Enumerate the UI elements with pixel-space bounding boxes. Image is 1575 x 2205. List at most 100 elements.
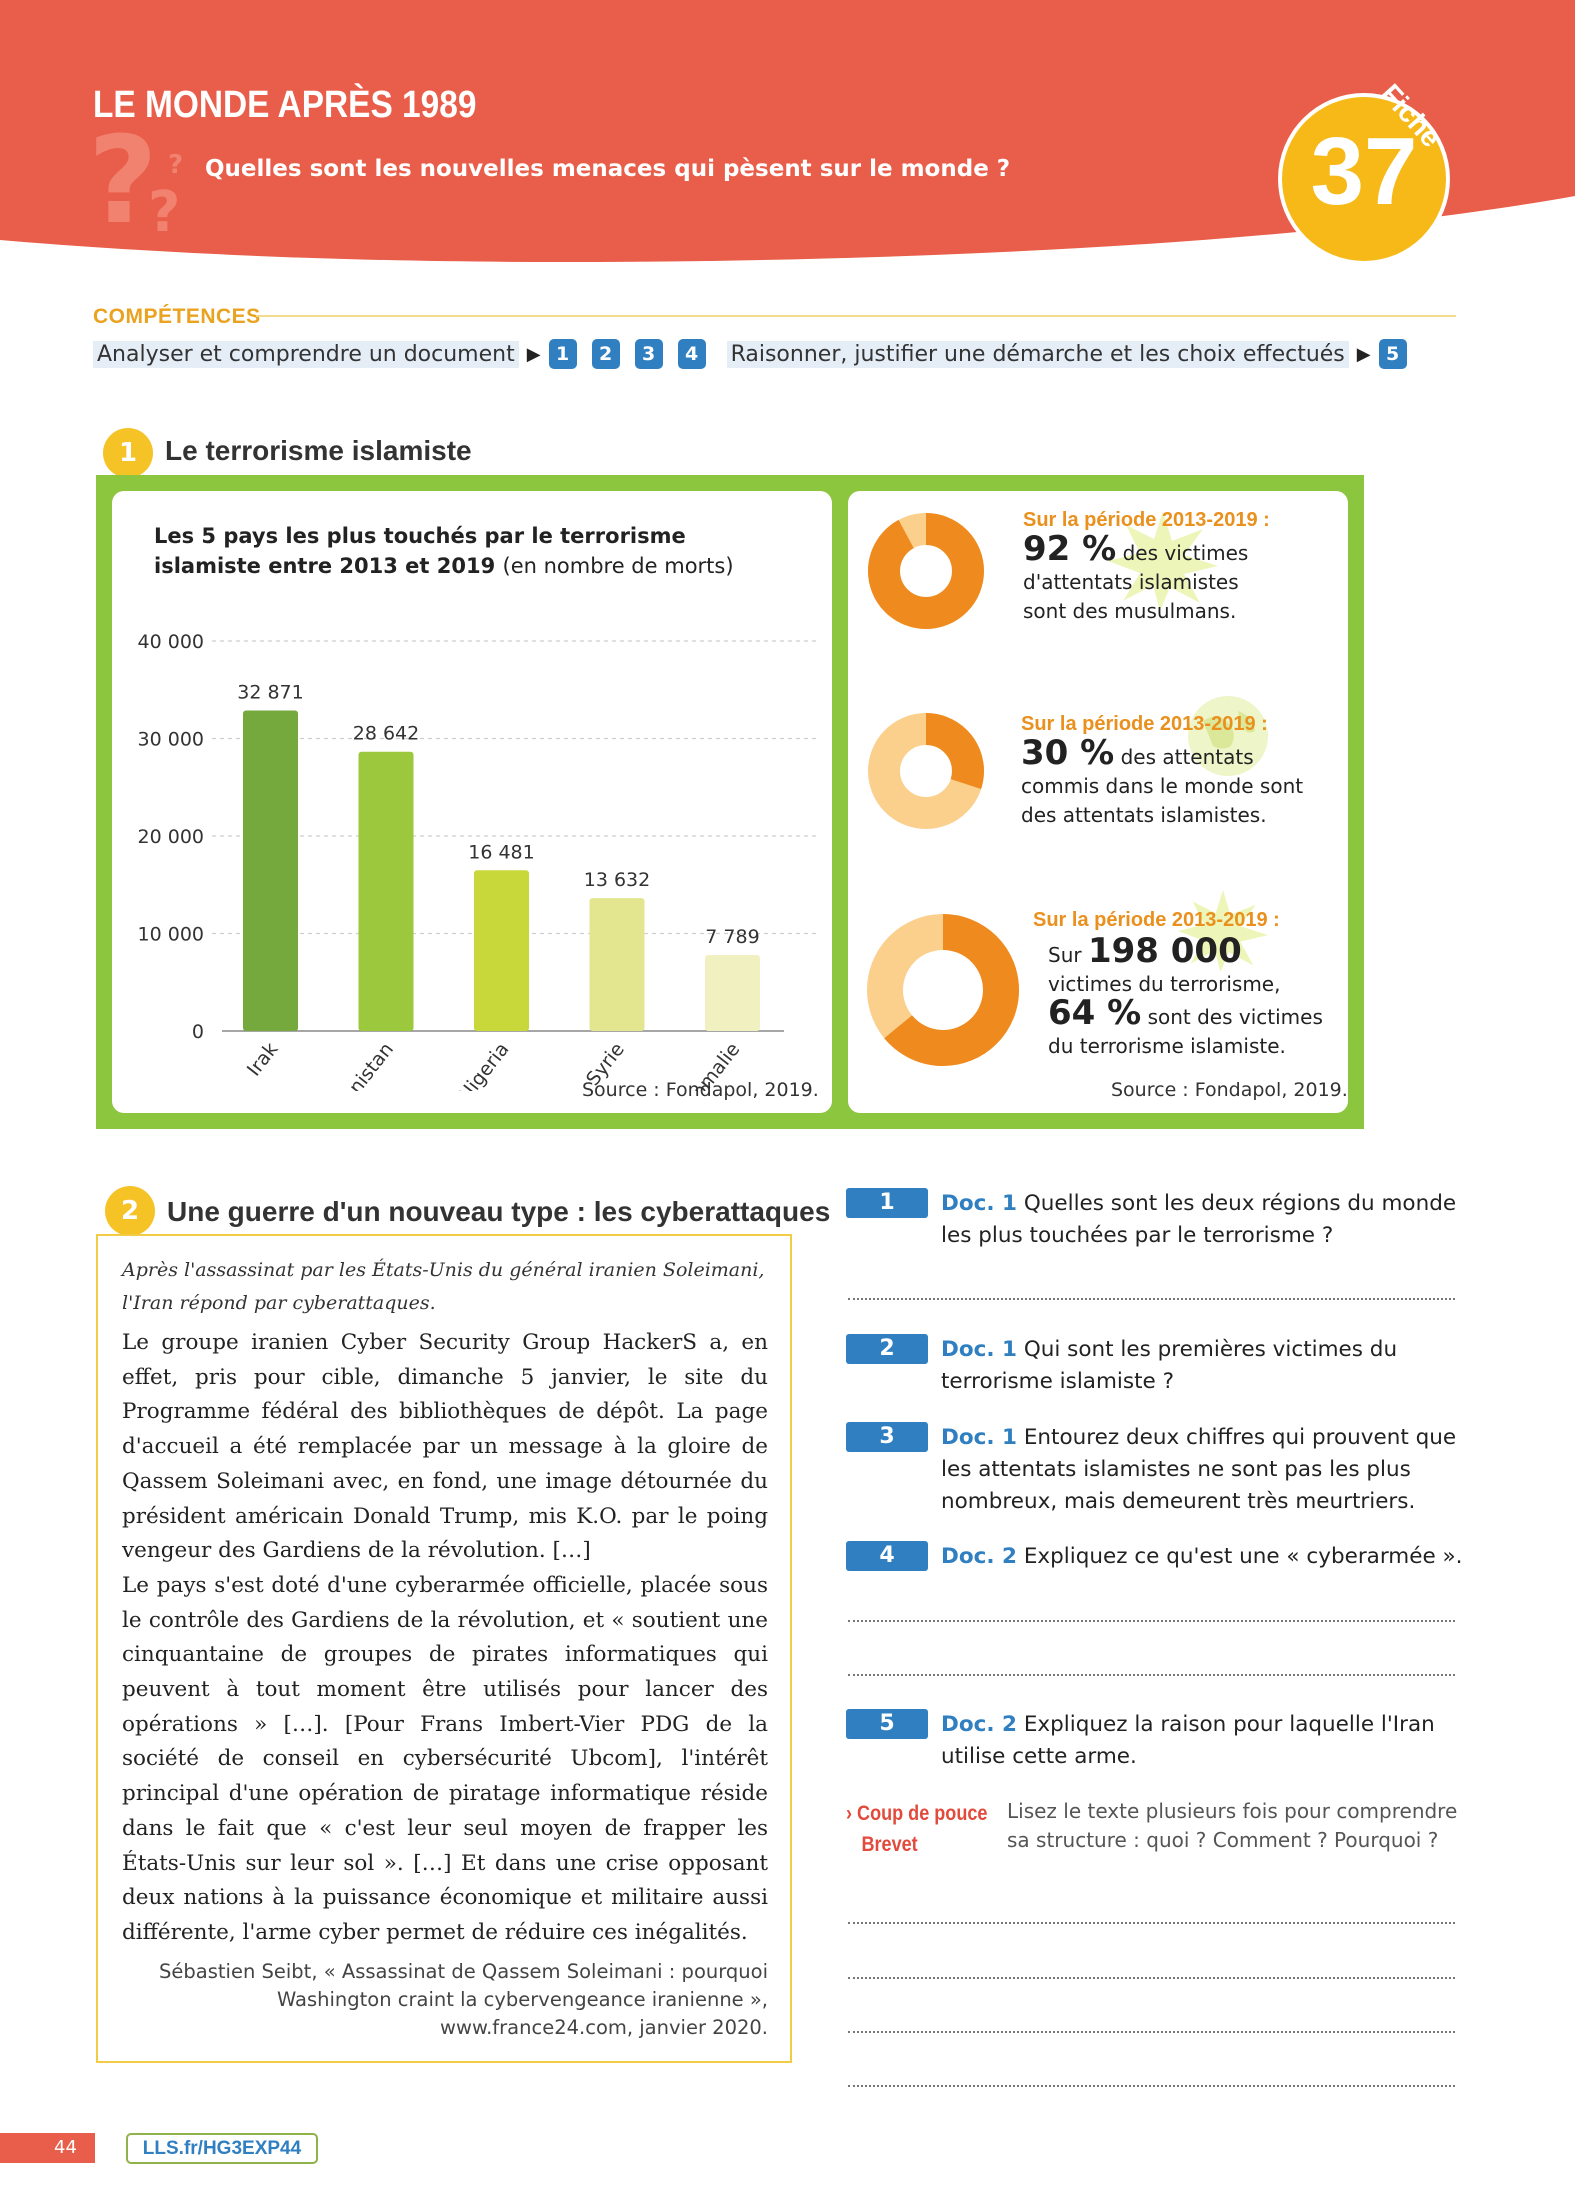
donut-chart [868,513,984,629]
y-tick-label: 0 [192,1021,204,1043]
answer-line[interactable] [848,2085,1455,2087]
doc-paragraph: Le groupe iranien Cyber Security Group H… [122,1330,768,1564]
y-tick-label: 30 000 [138,729,204,751]
x-tick-label: Nigeria [454,1039,513,1091]
skill-number: 2 [591,339,620,369]
data-label: 7 789 [705,926,759,948]
fiche-number: 37 [1310,118,1418,225]
data-label: 13 632 [584,869,650,891]
coup-de-pouce-label: › Coup de pouce Brevet [846,1798,987,1860]
answer-line[interactable] [848,2031,1455,2033]
burst-icon [1178,890,1268,972]
arrow-right-icon: ▶ [1356,343,1371,365]
doc-number-badge: 1 [103,428,153,484]
question-number: 3 [846,1422,928,1452]
doc-title: Une guerre d'un nouveau type : les cyber… [167,1196,831,1227]
stats-panel: Sur la période 2013-2019 : 92 % des vict… [848,491,1348,1113]
resource-link[interactable]: LLS.fr/HG3EXP44 [126,2133,318,2164]
skill-number: 5 [1378,339,1407,369]
bar [705,955,760,1031]
stat-text-part: commis dans le monde sont des attentats … [1021,774,1304,827]
y-tick-label: 20 000 [138,826,204,848]
coup-de-pouce-text: Lisez le texte plusieurs fois pour compr… [1007,1799,1458,1852]
bar [358,751,414,1031]
stat-heading: Sur la période 2013-2019 : [1023,509,1270,531]
chapter-question: Quelles sont les nouvelles menaces qui p… [205,156,1011,182]
question-number: 5 [846,1709,928,1739]
stat-value: 92 % [1023,529,1117,569]
coup-de-pouce-title: › Coup de pouce [846,1802,988,1825]
banner-shape [0,0,1575,262]
question-body: Quelles sont les deux régions du monde l… [941,1191,1457,1248]
stat-value: 64 % [1048,993,1142,1033]
stat-heading: Sur la période 2013-2019 : [1021,713,1268,735]
donut-chart [868,713,984,829]
answer-line[interactable] [848,1977,1455,1979]
competences-title: COMPÉTENCES [93,305,261,328]
chart-title: Les 5 pays les plus touchés par le terro… [154,521,794,581]
bar [474,870,529,1031]
skill-label: Analyser et comprendre un document [93,340,519,368]
question-text: Doc. 2 Expliquez ce qu'est une « cyberar… [941,1541,1471,1573]
doc2-textbox: Après l'assassinat par les États-Unis du… [96,1234,792,2063]
question-mark-icon: ? [168,150,184,180]
stat-text: 30 % des attentats commis dans le monde … [1021,736,1331,830]
skill-number: 1 [548,339,577,369]
stat-value: 30 % [1021,733,1115,773]
skill-number: 4 [677,339,706,369]
chart-title-text: Les 5 pays les plus touchés par le terro… [154,524,686,578]
stat-text-part: des victimes [1116,541,1249,565]
doc-body: Le groupe iranien Cyber Security Group H… [122,1326,768,1951]
stat-value: 198 000 [1087,931,1242,971]
skill-number: 3 [634,339,663,369]
stat-text-part: des attentats [1114,745,1254,769]
data-label: 28 642 [353,723,419,745]
question-number: 4 [846,1541,928,1571]
chapter-title: LE MONDE APRÈS 1989 [93,84,477,126]
question-number: 2 [846,1334,928,1364]
stat-text-part: Sur [1048,943,1088,967]
answer-line[interactable] [848,1620,1455,1622]
doc1-frame: Les 5 pays les plus touchés par le terro… [96,475,1364,1129]
answer-line[interactable] [848,1674,1455,1676]
question-text: Doc. 2 Expliquez la raison pour laquelle… [941,1709,1471,1773]
doc-ref: Doc. 1 [941,1191,1017,1216]
question-mark-icon: ? [88,112,158,251]
x-tick-label: Irak [243,1039,283,1081]
question-number: 1 [846,1188,928,1218]
x-tick-label: Afghanistan [311,1039,398,1091]
bar-chart: 0 10 000 20 000 30 000 40 000 32 871 Irak 28 64… [138,631,817,1091]
doc-ref: Doc. 2 [941,1712,1017,1737]
question-text: Doc. 1 Qui sont les premières victimes d… [941,1334,1471,1398]
doc-ref: Doc. 1 [941,1337,1017,1362]
stat-heading: Sur la période 2013-2019 : [1033,909,1280,931]
bar [589,898,645,1031]
question-body: Entourez deux chiffres qui prouvent que … [941,1425,1457,1514]
stat-text-part: du terrorisme islamiste. [1048,1034,1286,1058]
stat-text-part: sont des victimes [1141,1005,1323,1029]
skill-label: Raisonner, justifier une démarche et les… [726,340,1349,368]
arrow-right-icon: ▶ [526,343,541,365]
divider [256,315,1456,317]
data-label: 32 871 [237,682,303,704]
y-tick-label: 40 000 [138,631,204,653]
page-number: 44 [54,2137,77,2158]
doc-title: Le terrorisme islamiste [165,435,472,466]
bar-chart-panel: Les 5 pays les plus touchés par le terro… [112,491,832,1113]
question-mark-icon: ? [148,180,181,245]
source-label: Source : Fondapol, 2019. [582,1079,819,1101]
globe-icon [1188,696,1268,776]
doc-number-badge: 2 [105,1186,155,1242]
stat-text-part: victimes du terrorisme, [1048,972,1281,996]
question-body: Qui sont les premières victimes du terro… [941,1337,1398,1394]
chart-title-unit: (en nombre de morts) [502,554,734,578]
stat-text: 92 % des victimes d'attentats islamistes… [1023,532,1253,626]
question-body: Expliquez ce qu'est une « cyberarmée ». [1016,1544,1463,1569]
question-text: Doc. 1 Entourez deux chiffres qui prouve… [941,1422,1471,1518]
answer-line[interactable] [848,1298,1455,1300]
bar [243,710,298,1031]
fiche-badge: 37 [1282,97,1446,261]
answer-line[interactable] [848,1922,1455,1924]
data-label: 16 481 [468,841,534,863]
source-label: Source : Fondapol, 2019. [1111,1079,1348,1101]
